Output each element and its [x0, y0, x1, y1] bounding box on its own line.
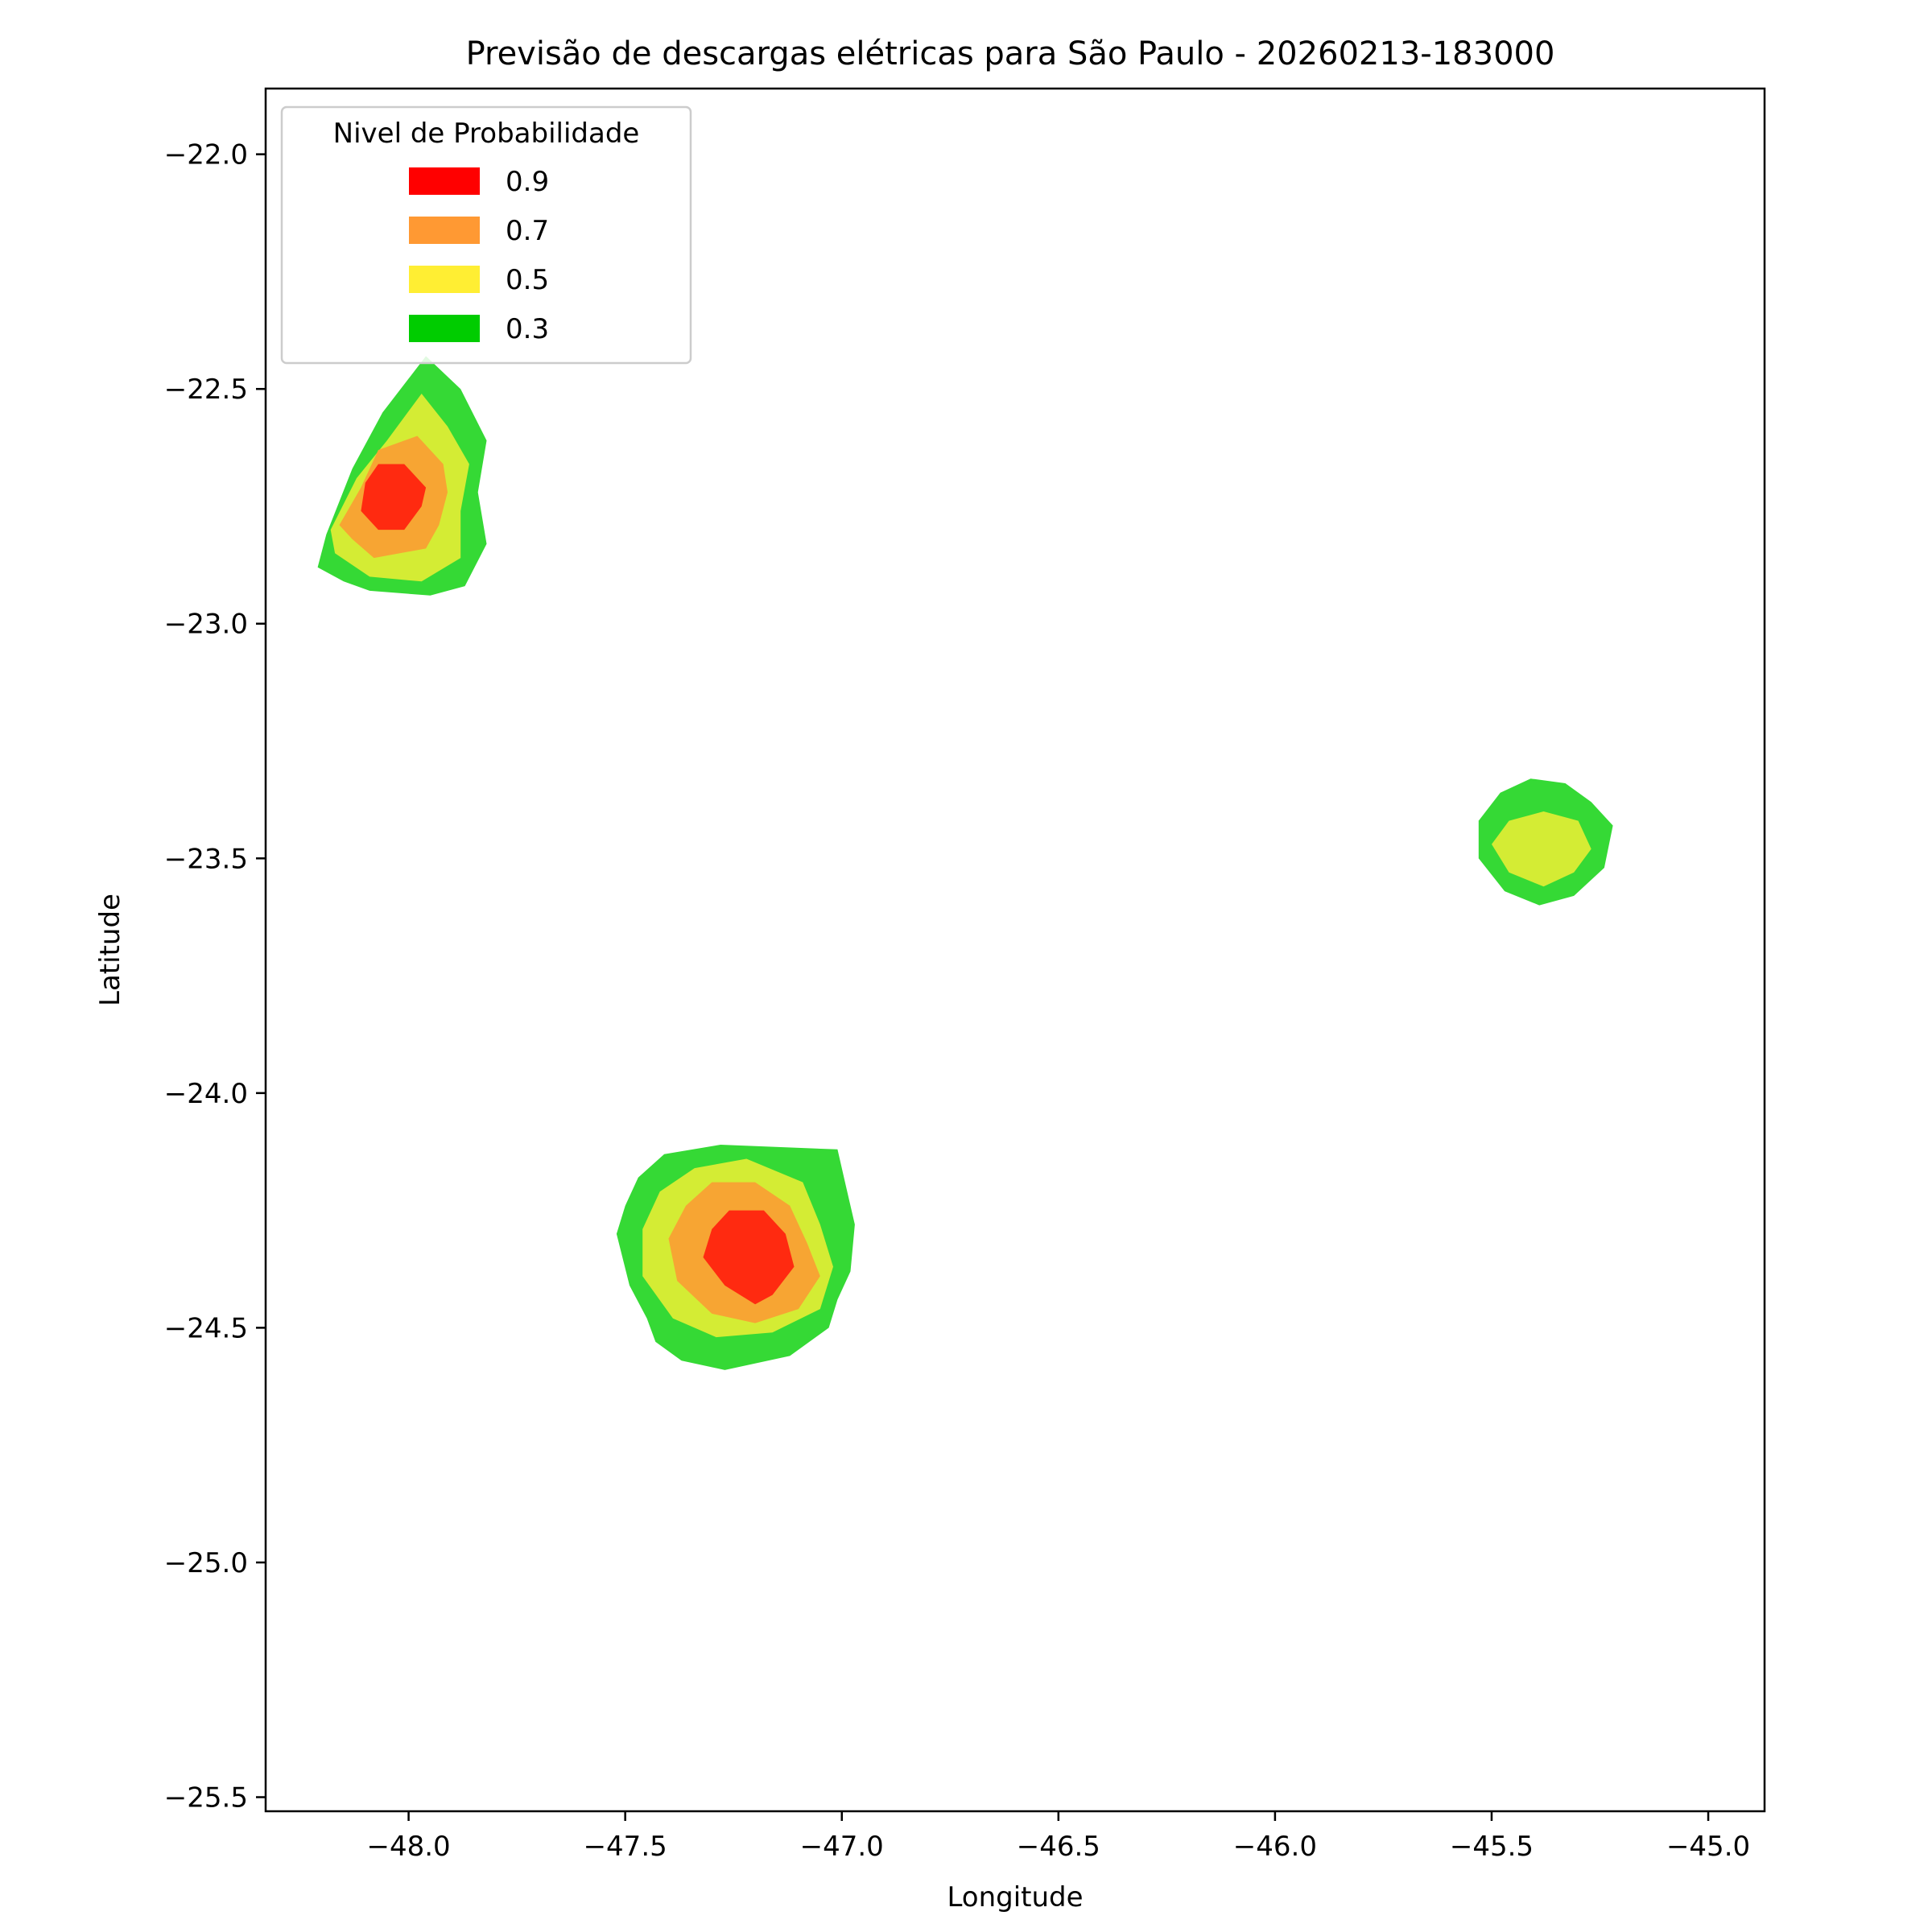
- y-tick-label: −22.0: [164, 139, 248, 171]
- y-tick-label: −25.0: [164, 1547, 248, 1579]
- legend-label: 0.9: [506, 166, 549, 198]
- legend-swatch: [409, 167, 480, 195]
- x-tick-label: −45.0: [1666, 1831, 1750, 1863]
- legend-swatch: [409, 315, 480, 342]
- legend-entries: 0.9 0.7 0.5 0.3: [409, 166, 549, 345]
- chart-title: Previsão de descargas elétricas para São…: [466, 35, 1555, 72]
- x-axis-label: Longitude: [947, 1881, 1083, 1913]
- contour-cell-1-level-0-9: [361, 464, 427, 530]
- y-tick-label: −23.5: [164, 843, 248, 875]
- y-tick-label: −24.0: [164, 1078, 248, 1110]
- legend-label: 0.7: [506, 215, 549, 247]
- plot-frame: [264, 87, 1766, 1813]
- legend-label: 0.3: [506, 313, 549, 345]
- y-tick-label: −24.5: [164, 1312, 248, 1344]
- legend-swatch: [409, 217, 480, 244]
- y-axis: −22.0 −22.5 −23.0 −23.5 −24.0 −24.5 −25.0 −25.5: [164, 139, 266, 1814]
- x-tick-label: −47.0: [800, 1831, 884, 1863]
- legend-title: Nivel de Probabilidade: [333, 118, 640, 150]
- contour-cell-3-level-0-5: [1492, 811, 1591, 887]
- y-tick-label: −22.5: [164, 374, 248, 406]
- x-tick-label: −47.5: [584, 1831, 667, 1863]
- legend-box: [280, 105, 692, 365]
- x-tick-label: −46.5: [1017, 1831, 1100, 1863]
- x-tick-label: −45.5: [1450, 1831, 1534, 1863]
- legend-swatch: [409, 266, 480, 293]
- plot-area: [264, 87, 1766, 1813]
- y-tick-label: −25.5: [164, 1782, 248, 1814]
- x-tick-label: −48.0: [366, 1831, 450, 1863]
- contour-layer: [317, 356, 1613, 1370]
- x-axis: −48.0 −47.5 −47.0 −46.5 −46.0 −45.5 −45.0: [366, 1811, 1750, 1863]
- y-tick-label: −23.0: [164, 609, 248, 641]
- legend-label: 0.5: [506, 264, 549, 296]
- legend: Nivel de Probabilidade 0.9 0.7 0.5 0.3: [280, 105, 692, 365]
- y-axis-label: Latitude: [94, 894, 126, 1006]
- plot-background: [266, 89, 1765, 1811]
- contour-cell-2-level-0-9: [703, 1210, 795, 1305]
- x-tick-label: −46.0: [1233, 1831, 1317, 1863]
